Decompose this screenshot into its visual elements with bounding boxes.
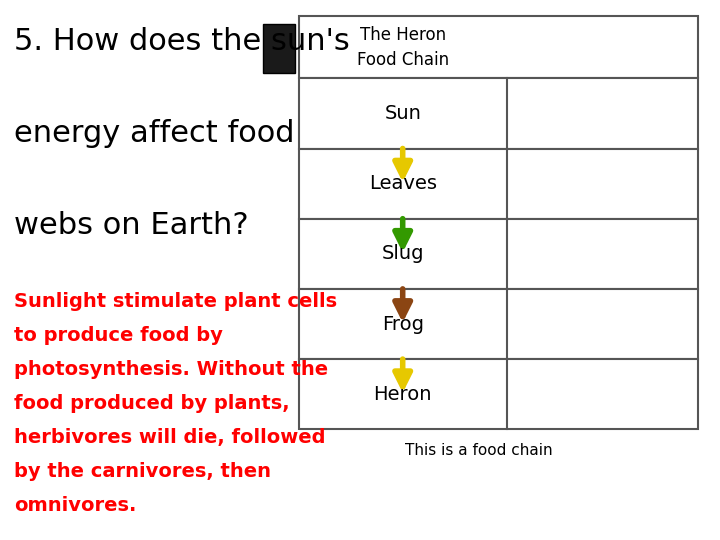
Text: Sun: Sun [384, 104, 421, 123]
Text: webs on Earth?: webs on Earth? [14, 211, 249, 240]
Text: omnivores.: omnivores. [14, 496, 137, 515]
Text: Leaves: Leaves [369, 174, 437, 193]
Text: food produced by plants,: food produced by plants, [14, 394, 290, 413]
Text: Heron: Heron [374, 384, 432, 404]
Text: Slug: Slug [382, 244, 424, 264]
Text: Frog: Frog [382, 314, 423, 334]
Text: 5. How does the sun's: 5. How does the sun's [14, 27, 350, 56]
Text: This is a food chain: This is a food chain [405, 443, 552, 458]
Text: energy affect food: energy affect food [14, 119, 295, 148]
Bar [299, 219, 698, 289]
Text: Sunlight stimulate plant cells: Sunlight stimulate plant cells [14, 292, 338, 310]
Text: by the carnivores, then: by the carnivores, then [14, 462, 271, 481]
Bar [299, 148, 698, 219]
Text: The Heron
Food Chain: The Heron Food Chain [356, 26, 449, 69]
Text: herbivores will die, followed: herbivores will die, followed [14, 428, 326, 447]
Bar [299, 359, 698, 429]
Bar [299, 16, 698, 78]
Text: photosynthesis. Without the: photosynthesis. Without the [14, 360, 328, 379]
Text: to produce food by: to produce food by [14, 326, 223, 345]
Bar [299, 78, 698, 148]
Bar [299, 289, 698, 359]
Bar [263, 24, 295, 73]
